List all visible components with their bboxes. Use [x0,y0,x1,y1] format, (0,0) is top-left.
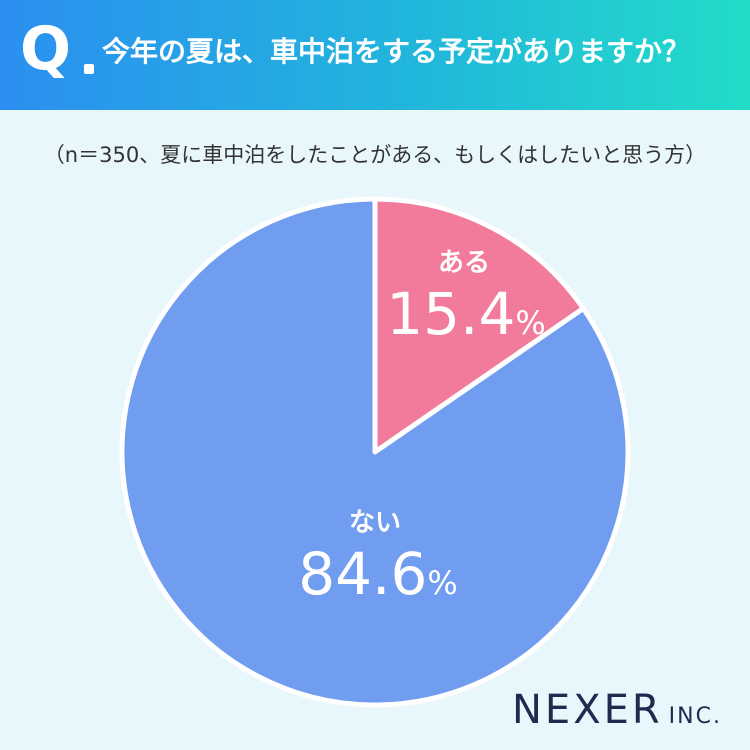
sample-note: （n＝350、夏に車中泊をしたことがある、もしくはしたいと思う方） [43,143,707,167]
q-mark: Q [20,14,72,84]
question-header: Q 今年の夏は、車中泊をする予定がありますか？ [0,0,750,110]
slice-value-aru: 15.4% [356,282,576,346]
nexer-logo: NEXER INC. [512,688,722,739]
slice-label-nai: ない [348,508,401,538]
logo-main: NEXER [512,687,663,733]
slice-label-aru: ある [437,248,490,278]
pie-slice-0 [372,196,586,455]
q-dot [84,64,94,74]
pie-slice-1 [119,196,631,708]
slice-value-aru-number: 15.4 [386,280,516,348]
slice-value-nai-unit: % [427,564,458,602]
slice-value-nai: 84.6% [268,542,488,606]
slice-value-aru-unit: % [515,304,546,342]
slice-value-nai-number: 84.6 [298,540,428,608]
logo-sub: INC. [668,704,722,729]
question-text: 今年の夏は、車中泊をする予定がありますか？ [102,35,691,68]
